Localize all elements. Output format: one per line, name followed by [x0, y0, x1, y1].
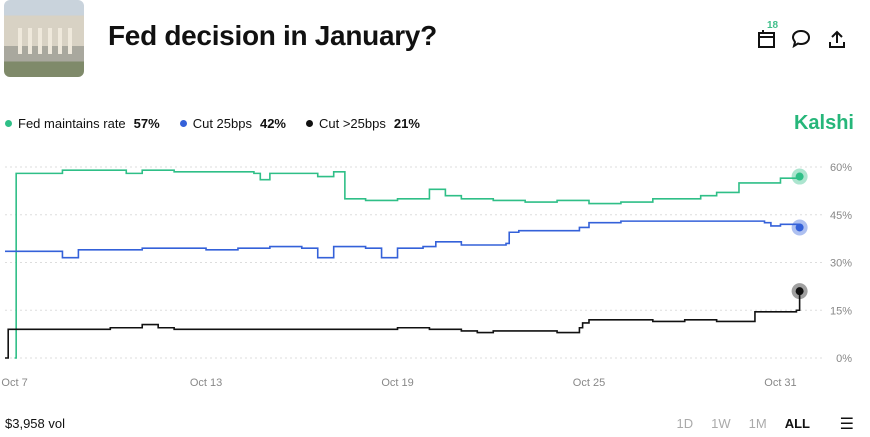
y-tick-label: 45% [830, 210, 852, 222]
legend-item: Cut 25bps 42% [179, 116, 286, 131]
range-1m[interactable]: 1M [748, 416, 767, 431]
legend-label: Cut >25bps [319, 116, 386, 131]
series-line [5, 220, 801, 259]
legend-dot [179, 120, 187, 127]
legend-label: Cut 25bps [192, 116, 252, 131]
chart-settings-icon[interactable]: ☰ [839, 416, 854, 433]
y-tick-label: 15% [830, 305, 852, 317]
legend-item: Fed maintains rate 57% [5, 116, 160, 131]
x-tick-label: Oct 13 [190, 377, 222, 389]
comments-count-badge: 18 [767, 20, 779, 31]
range-1w[interactable]: 1W [711, 416, 731, 431]
price-chart[interactable]: 0% 15% 30% 45% 60% Oct 7 Oct 13 Oct 19 Oct 25 Oct… [0, 150, 870, 395]
legend-dot [306, 120, 313, 127]
kalshi-logo: Kalshi [793, 112, 854, 134]
legend-dot [5, 120, 12, 127]
calendar-icon[interactable] [756, 28, 778, 50]
share-icon[interactable] [826, 28, 848, 50]
legend-item: Cut >25bps 21% [306, 116, 420, 131]
series-end-marker [795, 287, 804, 296]
x-tick-label: Oct 25 [573, 377, 605, 389]
y-tick-label: 60% [830, 162, 852, 174]
range-all[interactable]: ALL [784, 416, 810, 431]
legend-label: Fed maintains rate [18, 116, 126, 131]
market-image [4, 0, 84, 77]
x-tick-label: Oct 7 [1, 377, 27, 389]
y-tick-label: 30% [830, 258, 852, 270]
series-end-marker [795, 223, 804, 232]
series-end-marker [795, 172, 804, 181]
comment-icon[interactable] [790, 28, 812, 50]
legend-value: 42% [259, 116, 286, 131]
range-selector: 1D 1W 1M ALL [677, 416, 810, 431]
y-tick-label: 0% [836, 353, 852, 365]
range-1d[interactable]: 1D [676, 416, 694, 431]
x-tick-label: Oct 19 [381, 377, 413, 389]
chart-legend: Fed maintains rate 57% Cut 25bps 42% Cut >… [5, 116, 420, 131]
series-line [5, 291, 801, 359]
series-line [14, 169, 801, 359]
legend-value: 21% [393, 116, 420, 131]
page-title: Fed decision in January? [108, 20, 437, 51]
volume: $3,958 vol [5, 416, 65, 431]
x-tick-label: Oct 31 [764, 377, 796, 389]
legend-value: 57% [133, 116, 160, 131]
